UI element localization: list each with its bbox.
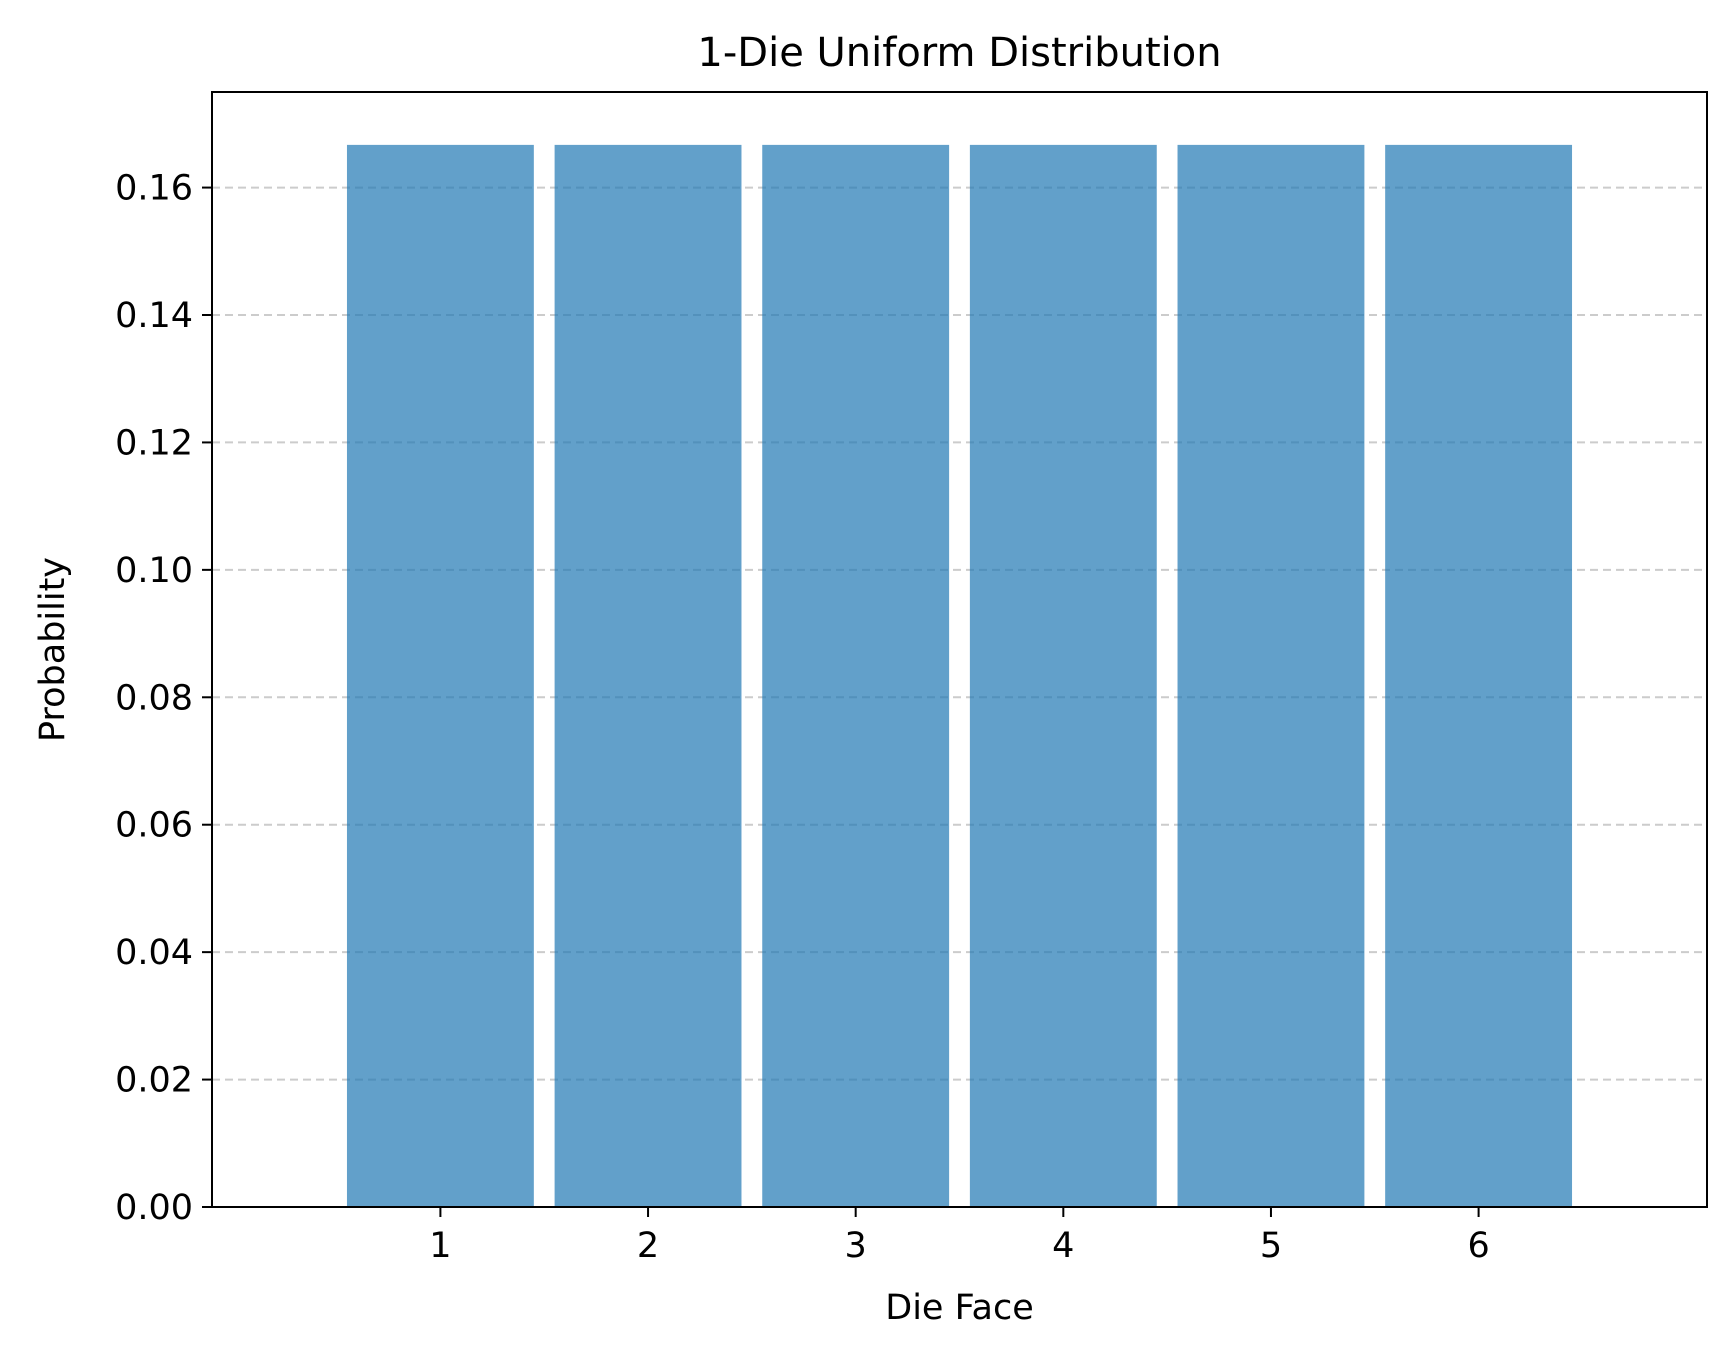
x-tick-label: 2 (637, 1226, 659, 1266)
y-tick-label: 0.02 (115, 1061, 193, 1101)
plot-frame (211, 91, 1708, 1208)
bar-face-2 (554, 144, 742, 1208)
y-tick-label: 0.08 (115, 678, 193, 718)
x-tick-label: 4 (1052, 1226, 1074, 1266)
y-tick-label: 0.06 (115, 806, 193, 846)
y-tick-label: 0.14 (115, 296, 193, 336)
bar-face-1 (346, 144, 534, 1208)
x-tick-label: 3 (845, 1226, 867, 1266)
y-tick-label: 0.12 (115, 423, 193, 463)
bar-face-3 (762, 144, 950, 1208)
x-tick-label: 6 (1467, 1226, 1489, 1266)
bar-face-5 (1177, 144, 1365, 1208)
y-tick-label: 0.00 (115, 1188, 193, 1228)
x-axis-label: Die Face (885, 1288, 1033, 1328)
bar-face-4 (969, 144, 1157, 1208)
y-axis-ticks: 0.00 0.02 0.04 0.06 0.08 0.10 0.12 0.14 0.16 (115, 169, 212, 1228)
y-tick-label: 0.04 (115, 933, 193, 973)
chart-title: 1-Die Uniform Distribution (697, 30, 1221, 76)
y-axis-label: Probability (33, 557, 73, 742)
bar-face-6 (1385, 144, 1573, 1208)
bars-layer (346, 144, 1573, 1208)
y-tick-label: 0.16 (115, 169, 193, 209)
y-tick-label: 0.10 (115, 551, 193, 591)
x-tick-label: 1 (429, 1226, 451, 1266)
x-axis-ticks: 1 2 3 4 5 6 (429, 1207, 1490, 1266)
x-tick-label: 5 (1260, 1226, 1282, 1266)
